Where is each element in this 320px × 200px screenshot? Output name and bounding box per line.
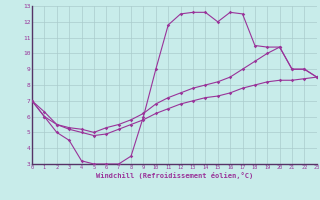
X-axis label: Windchill (Refroidissement éolien,°C): Windchill (Refroidissement éolien,°C) bbox=[96, 172, 253, 179]
